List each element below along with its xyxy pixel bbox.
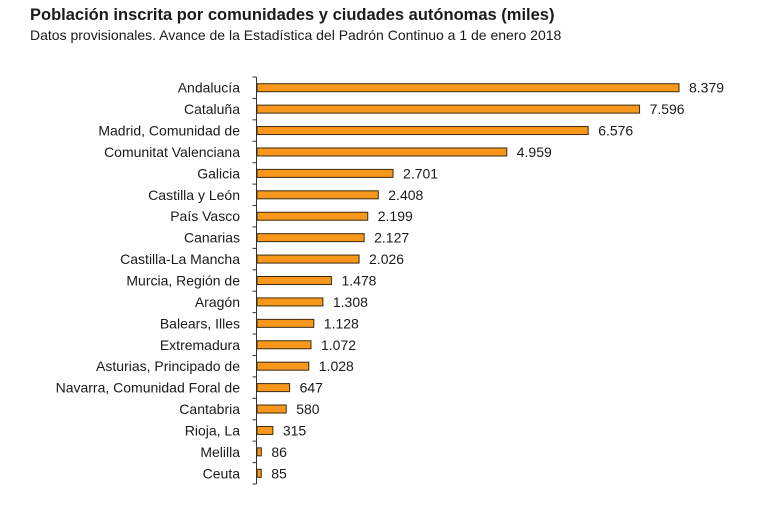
category-label: Castilla y León bbox=[148, 187, 240, 203]
value-label: 4.959 bbox=[517, 144, 552, 160]
category-label: Extremadura bbox=[160, 337, 240, 353]
bar bbox=[256, 447, 262, 457]
category-label: Canarias bbox=[184, 230, 240, 246]
bar bbox=[256, 168, 394, 178]
chart-title: Población inscrita por comunidades y ciu… bbox=[30, 6, 555, 24]
bar bbox=[256, 468, 262, 478]
value-label: 8.379 bbox=[689, 80, 724, 96]
value-label: 85 bbox=[271, 465, 287, 481]
category-label: Comunitat Valenciana bbox=[104, 144, 240, 160]
category-label: Aragón bbox=[195, 294, 240, 310]
category-label: Murcia, Región de bbox=[126, 273, 240, 289]
value-label: 315 bbox=[283, 422, 307, 438]
category-label: Melilla bbox=[200, 444, 240, 460]
bar bbox=[256, 211, 369, 221]
bar bbox=[256, 254, 360, 264]
category-label: Andalucía bbox=[178, 80, 240, 96]
bar bbox=[256, 83, 680, 93]
category-label: Madrid, Comunidad de bbox=[98, 123, 240, 139]
bar bbox=[256, 361, 310, 371]
bar bbox=[256, 147, 508, 157]
value-label: 2.026 bbox=[369, 251, 404, 267]
bar bbox=[256, 383, 291, 393]
value-label: 1.028 bbox=[319, 358, 354, 374]
bar bbox=[256, 233, 365, 243]
value-label: 1.128 bbox=[324, 315, 359, 331]
category-label: Asturias, Principado de bbox=[96, 358, 240, 374]
bar bbox=[256, 126, 589, 136]
category-label: Ceuta bbox=[203, 465, 241, 481]
category-label: Cantabria bbox=[179, 401, 240, 417]
value-label: 86 bbox=[271, 444, 287, 460]
category-label: Cataluña bbox=[184, 101, 240, 117]
bar bbox=[256, 297, 324, 307]
bar bbox=[256, 340, 312, 350]
bar bbox=[256, 104, 641, 114]
value-label: 580 bbox=[296, 401, 320, 417]
bar bbox=[256, 404, 287, 414]
chart-subtitle: Datos provisionales. Avance de la Estadí… bbox=[30, 27, 562, 43]
category-label: Balears, Illes bbox=[160, 315, 240, 331]
value-label: 1.308 bbox=[333, 294, 368, 310]
bar bbox=[256, 276, 332, 285]
value-label: 1.072 bbox=[321, 337, 356, 353]
y-axis: Andalucía Cataluña Madrid, Comunidad de Com… bbox=[56, 76, 257, 485]
bar bbox=[256, 190, 379, 200]
value-label: 1.478 bbox=[341, 273, 376, 289]
category-label: Rioja, La bbox=[185, 422, 240, 438]
value-label: 2.127 bbox=[374, 230, 409, 246]
value-label: 2.701 bbox=[403, 165, 438, 181]
value-label: 6.576 bbox=[598, 123, 633, 139]
category-label: País Vasco bbox=[170, 208, 240, 224]
value-label: 7.596 bbox=[650, 101, 685, 117]
category-label: Navarra, Comunidad Foral de bbox=[56, 380, 241, 396]
value-label: 2.408 bbox=[388, 187, 423, 203]
value-label: 2.199 bbox=[378, 208, 413, 224]
category-label: Castilla-La Mancha bbox=[120, 251, 240, 267]
category-label: Galicia bbox=[197, 165, 240, 181]
value-label: 647 bbox=[300, 380, 324, 396]
bar bbox=[256, 318, 315, 328]
bar bbox=[256, 425, 274, 435]
